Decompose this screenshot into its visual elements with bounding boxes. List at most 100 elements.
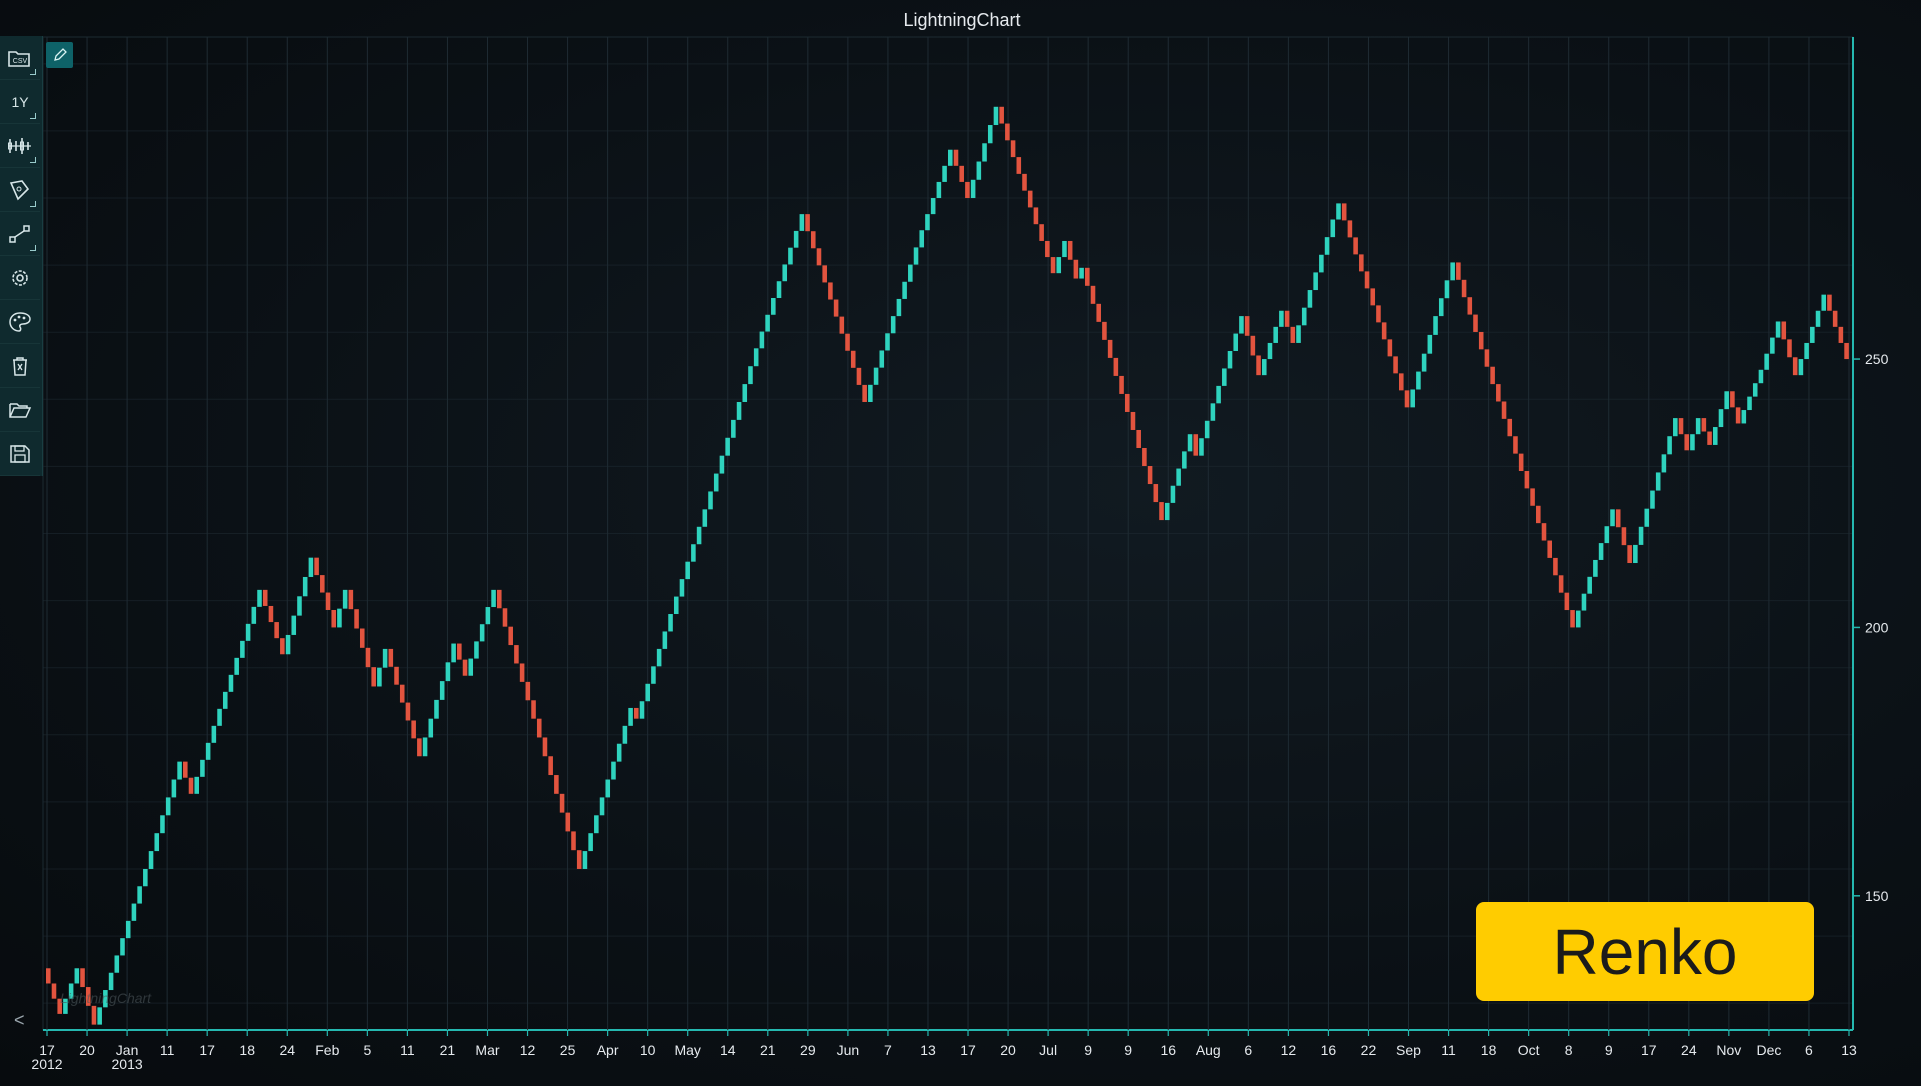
settings-button[interactable] — [0, 256, 40, 300]
renko-brick — [1427, 334, 1433, 354]
renko-brick — [143, 868, 148, 887]
renko-brick — [868, 384, 873, 402]
x-tick-label: 17 — [960, 1042, 976, 1058]
x-tick-label: 29 — [800, 1042, 816, 1058]
renko-brick — [782, 264, 788, 282]
renko-brick — [1364, 271, 1370, 289]
csv-open-icon: CSV — [8, 50, 30, 67]
renko-brick — [228, 674, 234, 692]
renko-brick — [468, 658, 474, 676]
renko-brick — [1273, 326, 1278, 343]
renko-brick — [616, 743, 622, 762]
drawing-tools-button[interactable] — [0, 168, 40, 212]
renko-brick — [1421, 353, 1427, 372]
renko-brick — [576, 850, 582, 869]
y-tick-label: 150 — [1865, 888, 1889, 904]
renko-brick — [708, 491, 713, 510]
renko-brick — [154, 833, 160, 852]
renko-brick — [114, 955, 120, 973]
delete-drawings-button[interactable] — [0, 344, 40, 388]
renko-brick — [337, 608, 342, 628]
renko-brick — [1810, 326, 1815, 343]
save-button[interactable] — [0, 432, 40, 476]
x-tick-label: 16 — [1160, 1042, 1176, 1058]
renko-brick — [873, 367, 879, 385]
open-folder-button[interactable] — [0, 388, 40, 432]
indicators-icon — [9, 224, 30, 243]
chart-type-badge: Renko — [1476, 902, 1814, 1001]
renko-brick — [1781, 321, 1787, 340]
renko-brick — [1147, 466, 1153, 485]
indicators-button[interactable] — [0, 212, 40, 256]
renko-brick — [291, 615, 297, 635]
renko-brick — [1399, 373, 1404, 391]
series-type-button[interactable] — [0, 124, 40, 168]
collapse-toolbar-button[interactable]: < — [14, 1010, 25, 1031]
x-tick-sublabel: 2012 — [31, 1056, 62, 1072]
renko-brick — [999, 106, 1004, 124]
x-tick-label: May — [674, 1042, 700, 1058]
renko-brick — [1707, 431, 1712, 445]
renko-brick — [622, 725, 628, 744]
renko-brick — [1815, 310, 1821, 327]
renko-brick — [810, 231, 816, 249]
csv-open-button[interactable]: CSV — [0, 36, 40, 80]
x-tick-label: 18 — [1481, 1042, 1497, 1058]
edit-pencil-button[interactable] — [46, 42, 73, 68]
x-tick-label: 11 — [400, 1042, 415, 1058]
renko-brick — [342, 589, 348, 609]
renko-brick — [1536, 505, 1541, 524]
renko-brick — [628, 707, 633, 726]
renko-brick — [502, 608, 508, 627]
renko-brick — [948, 149, 953, 166]
renko-brick — [942, 165, 947, 182]
renko-brick — [1187, 434, 1193, 452]
renko-brick — [63, 998, 68, 1014]
renko-brick — [753, 348, 759, 367]
renko-brick — [451, 643, 456, 663]
range-1y-button[interactable]: 1Y — [0, 80, 40, 124]
renko-brick — [1764, 353, 1769, 370]
x-tick-label: Sep — [1396, 1042, 1421, 1058]
x-tick-label: 7 — [884, 1042, 892, 1058]
y-tick-label: 200 — [1865, 619, 1889, 635]
renko-brick — [382, 648, 388, 668]
renko-brick — [1633, 544, 1638, 564]
renko-brick — [656, 648, 662, 667]
renko-brick — [959, 165, 964, 182]
renko-brick — [719, 455, 725, 474]
renko-brick — [1056, 257, 1062, 274]
renko-brick — [1467, 297, 1473, 315]
renko-brick — [1678, 418, 1684, 435]
pencil-icon — [53, 48, 67, 61]
renko-brick — [691, 544, 696, 562]
renko-brick — [1490, 366, 1495, 385]
renko-brick — [771, 297, 776, 315]
renko-brick — [1741, 410, 1747, 424]
renko-brick — [439, 681, 445, 700]
theme-palette-button[interactable] — [0, 300, 40, 344]
renko-brick — [788, 247, 793, 265]
renko-brick — [1301, 307, 1307, 326]
left-toolbar: CSV 1Y — [0, 36, 43, 476]
x-tick-label: 17 — [1641, 1042, 1657, 1058]
renko-brick — [103, 990, 108, 1008]
renko-brick — [1564, 592, 1570, 611]
x-tick-label: Mar — [475, 1042, 499, 1058]
renko-brick — [1575, 610, 1581, 628]
renko-brick — [462, 659, 468, 676]
renko-brick — [1164, 502, 1170, 521]
renko-brick — [348, 589, 354, 610]
renko-brick — [896, 298, 902, 317]
renko-brick — [160, 815, 165, 834]
renko-brick — [713, 473, 719, 492]
renko-brick — [1124, 393, 1130, 412]
x-tick-label: Jun — [837, 1042, 860, 1058]
renko-brick — [639, 701, 645, 719]
renko-brick — [51, 983, 57, 999]
renko-brick — [1684, 434, 1690, 451]
renko-brick — [1113, 357, 1119, 376]
renko-brick — [1484, 349, 1490, 367]
renko-brick — [57, 998, 62, 1014]
